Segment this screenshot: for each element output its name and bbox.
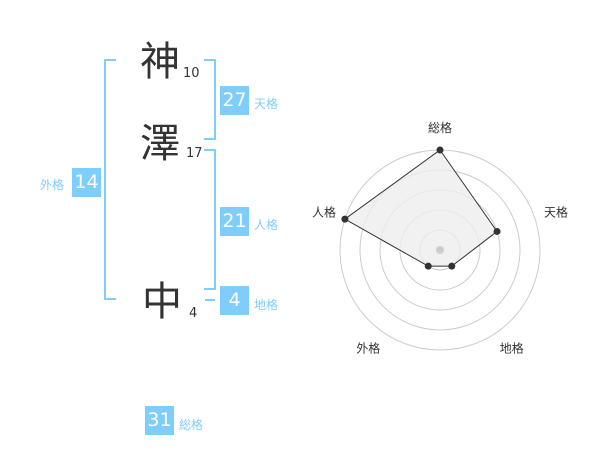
name-char-2: 澤: [140, 121, 180, 167]
radar-axis-label: 地格: [500, 341, 524, 356]
gaikaku-value: 14: [72, 168, 101, 197]
jinkaku-bracket-top: [204, 149, 216, 151]
radar-area: [343, 149, 498, 267]
soukaku-label: 総格: [179, 418, 204, 432]
jinkaku-bracket: [214, 149, 216, 290]
gaikaku-bracket-bottom: [104, 298, 116, 300]
jinkaku-bracket-bottom: [204, 288, 216, 290]
name-char-1: 神: [140, 39, 180, 85]
stroke-count-1: 10: [183, 66, 200, 81]
stroke-count-3: 4: [189, 306, 198, 321]
tenkaku-bracket-bottom: [204, 138, 216, 140]
radar-point-4: [341, 215, 349, 223]
radar-axis-label: 人格: [312, 204, 336, 219]
radar-point-3: [424, 262, 432, 270]
tenkaku-value: 27: [220, 86, 249, 115]
radar-axis-label: 天格: [544, 204, 568, 219]
chikaku-value: 4: [220, 286, 249, 315]
gaikaku-label: 外格: [40, 178, 65, 192]
gaikaku-bracket: [104, 59, 106, 300]
radar-point-1: [493, 227, 501, 235]
jinkaku-label: 人格: [254, 218, 279, 232]
radar-point-0: [436, 146, 444, 154]
radar-axis-label: 外格: [356, 341, 380, 356]
name-char-3: 中: [142, 279, 182, 325]
tenkaku-label: 天格: [254, 97, 279, 111]
stroke-count-2: 17: [186, 146, 203, 161]
chikaku-connector: [205, 299, 215, 301]
tenkaku-bracket: [214, 59, 216, 139]
radar-point-2: [448, 262, 456, 270]
tenkaku-bracket-top: [204, 59, 216, 61]
chikaku-label: 地格: [254, 298, 279, 312]
radar-center: [436, 246, 444, 254]
soukaku-value: 31: [145, 406, 174, 435]
jinkaku-value: 21: [220, 207, 249, 236]
gaikaku-bracket-top: [104, 59, 116, 61]
radar-axis-label: 総格: [428, 120, 452, 135]
